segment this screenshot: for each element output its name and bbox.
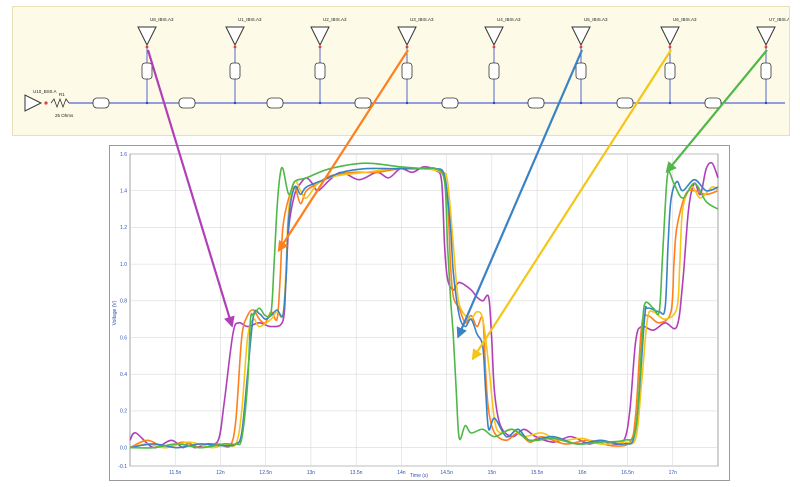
receiver-5: U4_IBIS.A3: [484, 17, 521, 105]
receiver-label: U6_IBIS.A3: [673, 17, 697, 22]
stub-line-icon: [401, 62, 413, 80]
receiver-label: U5_IBIS.A3: [584, 17, 608, 22]
receiver-buffer-icon: [660, 26, 680, 47]
transmission-line-icon: [441, 97, 459, 109]
junction-icon: [492, 101, 496, 105]
receiver-buffer-icon: [571, 26, 591, 47]
x-tick-label: 13.5n: [350, 470, 363, 476]
driver-pin-icon: [44, 101, 48, 105]
probe-pin-icon: [579, 45, 583, 49]
y-tick-label: 0.2: [120, 409, 127, 415]
y-tick-label: 0.0: [120, 445, 127, 451]
junction-icon: [233, 101, 237, 105]
stub-line-icon: [664, 62, 676, 80]
driver-buffer-icon: [24, 94, 43, 112]
y-tick-label: 0.6: [120, 335, 127, 341]
receiver-label: U2_IBIS.A3: [323, 17, 347, 22]
plot-frame: [129, 153, 719, 467]
x-tick-label: 14.5n: [440, 470, 453, 476]
probe-pin-icon: [764, 45, 768, 49]
x-tick-label: 12n: [216, 470, 225, 476]
receiver-1: U8_IBIS.A3: [137, 17, 174, 105]
junction-icon: [405, 101, 409, 105]
y-tick-label: 1.0: [120, 262, 127, 268]
y-tick-label: 0.8: [120, 299, 127, 305]
stub-line-icon: [760, 62, 772, 80]
receiver-6: U5_IBIS.A3: [571, 17, 608, 105]
probe-pin-icon: [405, 45, 409, 49]
transmission-line-icon: [92, 97, 110, 109]
series-group: [129, 161, 719, 449]
receiver-label: U1_IBIS.A3: [238, 17, 262, 22]
schematic-panel: U10_BS0.A R1 25 Ohms U8_IBIS.A3 U1_IBIS.A…: [12, 6, 793, 136]
transmission-line-icon: [616, 97, 634, 109]
y-tick-label: 1.4: [120, 189, 127, 195]
transmission-line-icon: [704, 97, 722, 109]
junction-icon: [764, 101, 768, 105]
junction-icon: [318, 101, 322, 105]
x-tick-label: 16.5n: [621, 470, 634, 476]
stub-line-icon: [314, 62, 326, 80]
stub-line-icon: [141, 62, 153, 80]
junction-icon: [145, 101, 149, 105]
transmission-line-icon: [527, 97, 545, 109]
series-line-2: [129, 167, 719, 449]
receiver-label: U7_IBIS.A3: [769, 17, 789, 22]
receiver-2: U1_IBIS.A3: [225, 17, 262, 105]
transmission-line-icon: [354, 97, 372, 109]
series-line-1: [129, 161, 719, 449]
receiver-label: U3_IBIS.A3: [410, 17, 434, 22]
y-axis-label: Voltage (V): [112, 300, 118, 325]
receiver-3: U2_IBIS.A3: [310, 17, 347, 105]
y-tick-label: 0.4: [120, 372, 127, 378]
receiver-label: U4_IBIS.A3: [497, 17, 521, 22]
schematic-dynamic: U8_IBIS.A3 U1_IBIS.A3 U2_IBIS.A3 U3_IBIS.A3…: [69, 17, 793, 109]
resistor-value: 25 Ohms: [55, 113, 74, 118]
y-tick-label: 1.2: [120, 225, 127, 231]
y-tick-label: -0.1: [118, 464, 127, 470]
probe-pin-icon: [492, 45, 496, 49]
x-tick-label: 17n: [669, 470, 678, 476]
receiver-buffer-icon: [310, 26, 330, 47]
x-tick-label: 15n: [488, 470, 497, 476]
x-axis-label: Time (s): [410, 473, 428, 479]
x-tick-label: 12.5n: [259, 470, 272, 476]
x-tick-label: 15.5n: [531, 470, 544, 476]
x-tick-label: 16n: [578, 470, 587, 476]
stub-line-icon: [575, 62, 587, 80]
stub-line-icon: [488, 62, 500, 80]
junction-icon: [668, 101, 672, 105]
x-tick-label: 14n: [397, 470, 406, 476]
receiver-buffer-icon: [484, 26, 504, 47]
waveform-plot: -0.1 0.0 0.2 0.4 0.6 0.8 1.0 1.2 1.4 1.6 11.5n 12n 1…: [109, 145, 730, 481]
receiver-4: U3_IBIS.A3: [397, 17, 434, 105]
probe-pin-icon: [668, 45, 672, 49]
junction-icon: [579, 101, 583, 105]
receiver-label: U8_IBIS.A3: [150, 17, 174, 22]
receiver-buffer-icon: [137, 26, 157, 47]
ticks: -0.1 0.0 0.2 0.4 0.6 0.8 1.0 1.2 1.4 1.6 11.5n 12n 1…: [118, 152, 677, 476]
probe-pin-icon: [233, 45, 237, 49]
schematic-diagram: U10_BS0.A R1 25 Ohms U8_IBIS.A3 U1_IBIS.A…: [24, 17, 793, 118]
probe-pin-icon: [318, 45, 322, 49]
probe-pin-icon: [145, 45, 149, 49]
x-tick-label: 13n: [307, 470, 316, 476]
transmission-line-icon: [266, 97, 284, 109]
waveform-chart: -0.1 0.0 0.2 0.4 0.6 0.8 1.0 1.2 1.4 1.6 11.5n 12n 1…: [112, 152, 719, 479]
resistor-icon: [50, 97, 70, 109]
x-tick-label: 11.5n: [169, 470, 181, 476]
receiver-buffer-icon: [225, 26, 245, 47]
driver-label: U10_BS0.A: [33, 89, 57, 94]
resistor-label: R1: [59, 92, 65, 97]
grid: [129, 153, 719, 467]
receiver-buffer-icon: [756, 26, 776, 47]
stub-line-icon: [229, 62, 241, 80]
receiver-8: U7_IBIS.A3: [756, 17, 793, 105]
receiver-7: U6_IBIS.A3: [660, 17, 697, 105]
schematic-static: U10_BS0.A R1 25 Ohms: [24, 89, 74, 118]
y-tick-label: 1.6: [120, 152, 127, 158]
receiver-buffer-icon: [397, 26, 417, 47]
transmission-line-icon: [178, 97, 196, 109]
